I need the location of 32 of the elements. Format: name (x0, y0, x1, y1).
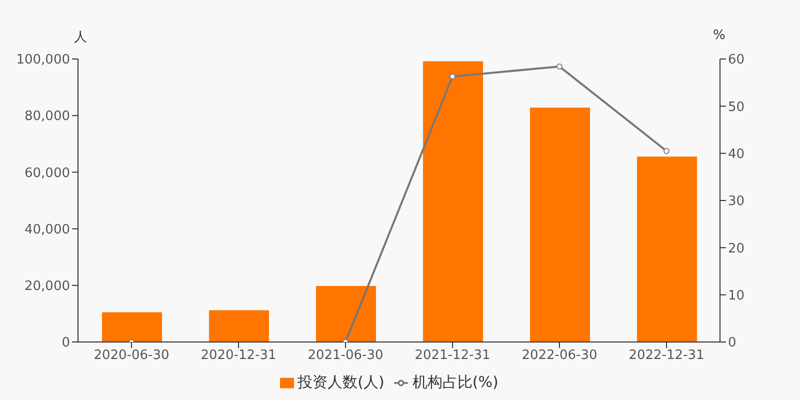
y2-tick-label: 40 (728, 146, 745, 162)
bar (530, 108, 590, 342)
bar (102, 312, 162, 342)
y2-tick-label: 50 (728, 100, 745, 115)
x-tick-label: 2021-12-31 (414, 348, 490, 364)
bar (423, 61, 483, 342)
x-tick-label: 2022-12-31 (628, 348, 704, 364)
y2-tick-label: 10 (728, 288, 745, 304)
legend-label: 投资人数(人) (298, 373, 384, 391)
x-tick-label: 2022-06-30 (522, 348, 598, 364)
y-tick-label: 40,000 (24, 222, 70, 238)
bar (637, 156, 697, 342)
y-tick-label: 60,000 (24, 166, 70, 181)
y-tick-label: 0 (62, 336, 70, 351)
y2-tick-label: 20 (728, 241, 745, 256)
x-tick-label: 2020-06-30 (94, 348, 170, 364)
y-tick-label: 100,000 (16, 52, 70, 68)
y-tick-label: 80,000 (24, 109, 70, 124)
y2-tick-label: 0 (728, 336, 736, 351)
bar (316, 286, 376, 342)
point (450, 73, 456, 80)
y-tick-label: 20,000 (24, 279, 70, 294)
legend-label: 机构占比(%) (412, 373, 498, 391)
x-tick-label: 2020-12-31 (200, 348, 276, 364)
y2-tick-label: 60 (728, 52, 745, 68)
bar (209, 310, 269, 342)
x-tick-label: 2021-06-30 (308, 348, 384, 364)
point (664, 148, 670, 154)
point (556, 64, 562, 70)
y2-axis-title: % (713, 28, 726, 43)
y-axis-title: 人 (74, 29, 87, 46)
y2-tick-label: 30 (728, 194, 745, 210)
